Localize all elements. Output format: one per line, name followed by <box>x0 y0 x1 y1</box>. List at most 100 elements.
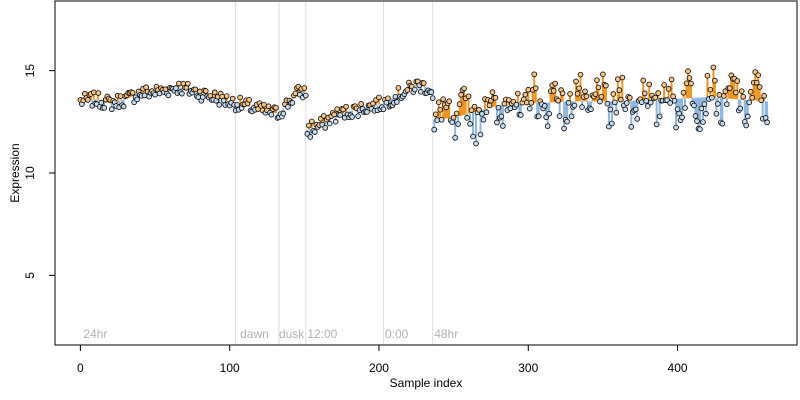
data-point <box>202 88 209 94</box>
data-point <box>326 120 333 127</box>
data-point <box>749 94 756 101</box>
data-point <box>432 111 439 118</box>
data-point <box>604 100 611 107</box>
data-point <box>91 89 97 96</box>
data-point <box>622 106 629 113</box>
data-point <box>700 119 706 125</box>
data-point <box>465 93 472 100</box>
data-point <box>492 94 499 101</box>
data-point <box>600 71 606 78</box>
data-point <box>579 104 585 110</box>
data-point <box>412 86 418 93</box>
data-point <box>716 92 723 98</box>
data-point <box>556 113 563 119</box>
data-point <box>595 84 602 91</box>
data-point <box>594 77 600 83</box>
data-point <box>280 110 287 117</box>
data-point <box>495 104 502 111</box>
region-label: 48hr <box>434 327 458 341</box>
data-point <box>334 106 340 112</box>
data-point <box>308 118 315 125</box>
data-point <box>525 86 532 93</box>
region-label: dusk <box>279 327 305 341</box>
data-point <box>665 86 672 92</box>
data-point <box>165 92 172 99</box>
data-point <box>192 86 199 93</box>
data-point <box>526 105 533 112</box>
data-point <box>440 96 446 102</box>
data-point <box>486 102 493 109</box>
data-point <box>744 113 751 120</box>
data-point <box>592 91 599 97</box>
data-point <box>719 120 726 127</box>
region-label: 24hr <box>83 327 107 341</box>
x-tick-label: 400 <box>668 361 688 375</box>
data-point <box>450 114 457 121</box>
data-point <box>449 119 455 126</box>
data-point <box>709 94 715 101</box>
data-point <box>671 97 678 104</box>
x-tick-label: 0 <box>77 361 84 375</box>
data-point <box>268 111 275 118</box>
data-point <box>456 101 463 107</box>
x-tick-label: 100 <box>220 361 240 375</box>
data-point <box>544 123 551 129</box>
data-point <box>531 71 538 78</box>
data-point <box>555 97 561 104</box>
data-point <box>522 91 529 98</box>
data-point <box>732 89 739 96</box>
data-point <box>710 64 717 71</box>
data-point <box>452 134 458 141</box>
data-point <box>541 103 548 109</box>
region-boundaries <box>235 1 434 345</box>
data-point <box>647 99 654 106</box>
data-point <box>715 101 721 107</box>
data-point <box>358 101 364 107</box>
data-point <box>179 90 185 97</box>
data-point <box>489 89 496 95</box>
data-point <box>680 89 687 96</box>
data-point <box>108 106 115 113</box>
data-point <box>697 126 703 132</box>
data-point <box>434 117 440 123</box>
data-point <box>755 72 761 78</box>
data-point <box>597 98 603 105</box>
data-point <box>653 121 660 128</box>
data-point <box>753 79 760 86</box>
data-point <box>583 93 590 100</box>
data-point <box>211 89 218 96</box>
data-point <box>703 110 709 117</box>
data-point <box>437 106 443 113</box>
data-point <box>394 99 400 105</box>
data-point <box>458 91 464 98</box>
region-label: 12:00 <box>307 327 337 341</box>
data-point <box>612 99 618 106</box>
data-point <box>197 88 203 95</box>
data-point <box>607 106 614 113</box>
data-point <box>628 124 635 130</box>
data-point <box>610 91 617 97</box>
data-point <box>691 102 697 109</box>
data-point <box>624 100 630 106</box>
data-point <box>686 75 693 81</box>
data-point <box>364 109 370 115</box>
x-axis: 0 100 200 300 400 <box>77 344 688 375</box>
data-point <box>404 87 411 93</box>
data-point <box>513 101 520 108</box>
data-point <box>561 125 567 132</box>
data-point <box>640 77 647 84</box>
data-point <box>565 99 572 106</box>
data-point <box>616 87 623 93</box>
data-point <box>632 106 639 113</box>
data-point <box>724 101 730 108</box>
data-point <box>532 85 539 92</box>
data-point <box>543 114 549 121</box>
data-point <box>655 90 661 96</box>
data-point <box>237 94 243 101</box>
data-point <box>701 101 708 107</box>
x-tick-label: 300 <box>518 361 538 375</box>
data-point <box>568 113 575 120</box>
data-point <box>692 113 699 119</box>
data-point <box>216 102 223 108</box>
